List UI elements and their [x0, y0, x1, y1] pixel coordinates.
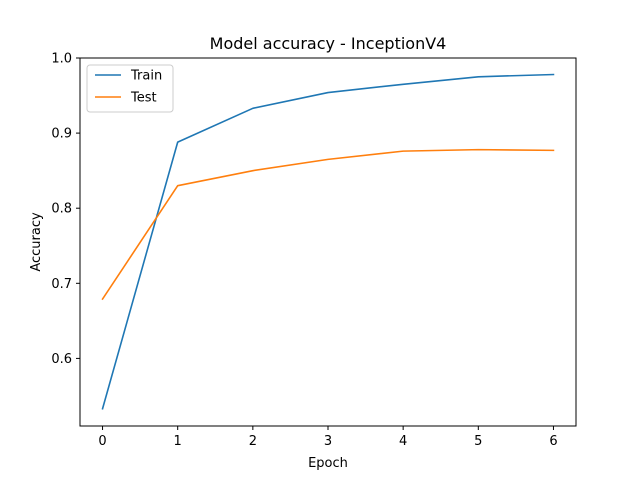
- x-axis-label: Epoch: [308, 456, 348, 471]
- y-axis: 0.6 0.7 0.8 0.9 1.0: [51, 52, 80, 367]
- chart-title: Model accuracy - InceptionV4: [210, 34, 447, 53]
- plot-area: [79, 57, 577, 427]
- series-lines: [101, 73, 555, 410]
- x-tick-label: 1: [174, 434, 182, 449]
- x-tick-label: 5: [474, 434, 482, 449]
- legend-label-test: Test: [130, 91, 157, 106]
- legend-label-train: Train: [130, 69, 162, 84]
- series-line-test: [101, 148, 555, 301]
- x-tick-label: 0: [98, 434, 106, 449]
- y-tick-label: 0.9: [51, 127, 72, 142]
- plot-frame: [79, 57, 577, 427]
- x-tick-label: 6: [549, 434, 557, 449]
- legend-box: [86, 64, 174, 113]
- x-tick-label: 2: [249, 434, 257, 449]
- x-tick-label: 4: [399, 434, 407, 449]
- x-axis: 0 1 2 3 4 5 6: [98, 426, 558, 449]
- x-tick-label: 3: [324, 434, 332, 449]
- series-line-train: [101, 73, 555, 410]
- y-axis-label: Accuracy: [29, 212, 44, 272]
- legend: Train Test: [86, 64, 174, 113]
- y-tick-label: 0.6: [51, 352, 72, 367]
- y-tick-label: 0.7: [51, 277, 72, 292]
- y-tick-label: 0.8: [51, 202, 72, 217]
- y-tick-label: 1.0: [51, 52, 72, 67]
